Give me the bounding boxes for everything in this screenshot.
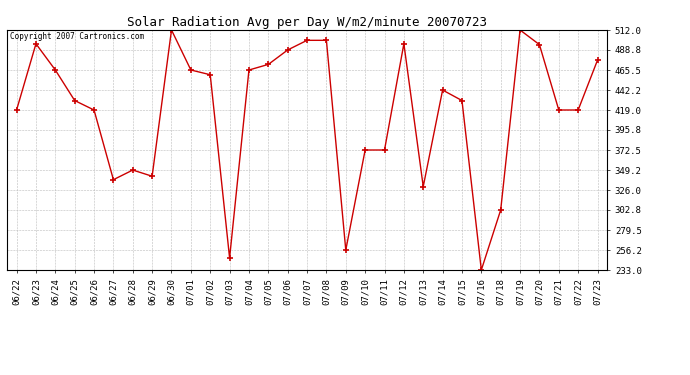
Title: Solar Radiation Avg per Day W/m2/minute 20070723: Solar Radiation Avg per Day W/m2/minute … — [127, 16, 487, 29]
Text: Copyright 2007 Cartronics.com: Copyright 2007 Cartronics.com — [10, 32, 144, 41]
